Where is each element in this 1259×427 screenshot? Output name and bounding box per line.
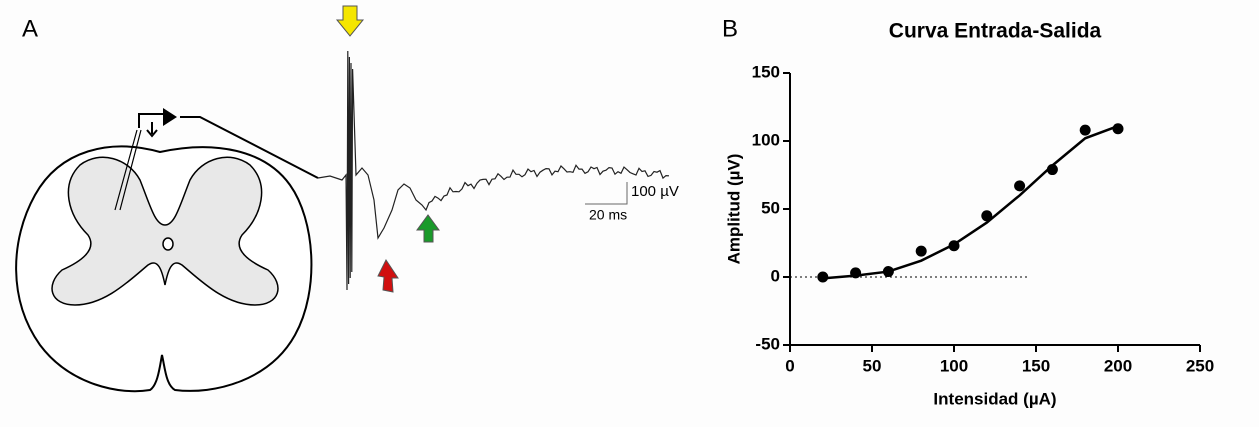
point [1014, 180, 1026, 192]
x-tick-label: 250 [1186, 356, 1214, 375]
point [915, 245, 927, 257]
yellow-arrow [335, 5, 365, 37]
green-arrow [416, 214, 440, 243]
trace [317, 50, 670, 291]
x-tick-label: 150 [1022, 356, 1050, 375]
y-tick-label: 150 [752, 62, 780, 81]
point [882, 266, 894, 278]
stimulus-arrow [163, 108, 177, 126]
chart-title: Curva Entrada-Salida [889, 20, 1102, 43]
panel-label: A [22, 15, 38, 42]
x-tick-label: 100 [940, 356, 968, 375]
x-axis-label: Intensidad (µA) [933, 389, 1056, 408]
wire [138, 113, 319, 179]
plot: -50 0 50 100 150 0 50 100 150 200 250 [752, 62, 1215, 375]
point [817, 271, 829, 283]
red-arrow [377, 259, 399, 293]
y-axis-label: Amplitud (µV) [724, 154, 743, 265]
scale-label: 20 ms [589, 207, 627, 223]
scale-label: 100 µV [631, 183, 679, 200]
gray-matter [51, 156, 279, 306]
panel-label: B [722, 15, 738, 42]
central-canal [162, 237, 174, 251]
point [1112, 123, 1124, 135]
fit-curve [822, 124, 1119, 280]
x-tick-label: 200 [1104, 356, 1132, 375]
point [981, 210, 993, 222]
point [850, 267, 862, 279]
point [1046, 164, 1058, 176]
y-tick-label: 100 [752, 130, 780, 149]
x-tick-label: 50 [863, 356, 882, 375]
point [1079, 124, 1091, 136]
point [948, 240, 960, 252]
scale-bar [585, 182, 628, 205]
y-tick-label: 0 [771, 266, 780, 285]
x-tick-label: 0 [785, 356, 794, 375]
electrode [114, 129, 142, 211]
y-tick-label: -50 [755, 334, 780, 353]
y-tick-label: 50 [761, 198, 780, 217]
